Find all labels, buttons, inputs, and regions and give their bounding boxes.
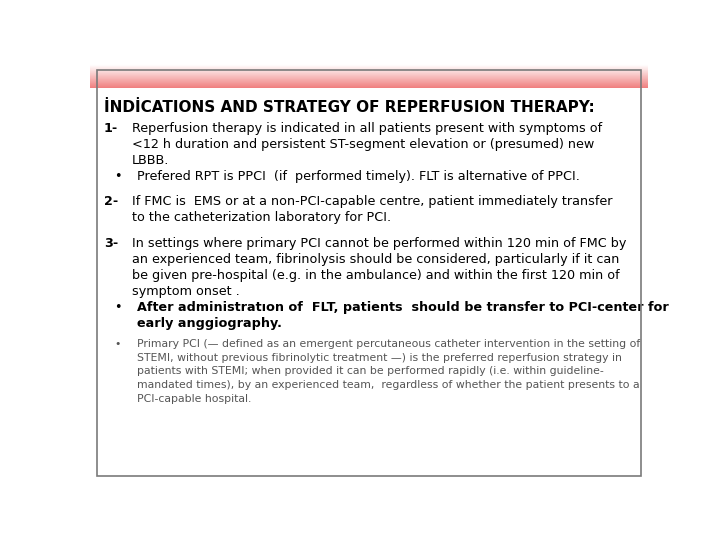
Bar: [90, 83, 648, 84]
Bar: [90, 84, 648, 85]
Text: to the catheterization laboratory for PCI.: to the catheterization laboratory for PC…: [132, 211, 391, 224]
Text: symptom onset .: symptom onset .: [132, 285, 240, 298]
Bar: [90, 82, 648, 83]
Bar: [90, 84, 648, 85]
Bar: [90, 85, 648, 86]
Bar: [90, 86, 648, 87]
Bar: [90, 70, 648, 71]
Bar: [90, 79, 648, 80]
Bar: [90, 79, 648, 80]
Bar: [90, 83, 648, 84]
Bar: [90, 67, 648, 68]
Bar: [90, 66, 648, 68]
Bar: [90, 81, 648, 82]
Text: If FMC is  EMS or at a non-PCI-capable centre, patient immediately transfer: If FMC is EMS or at a non-PCI-capable ce…: [132, 195, 612, 208]
Bar: [90, 80, 648, 81]
Bar: [90, 72, 648, 73]
Bar: [90, 72, 648, 73]
Bar: [90, 80, 648, 81]
Bar: [90, 68, 648, 69]
Bar: [90, 71, 648, 72]
Bar: [90, 75, 648, 76]
Text: •: •: [114, 170, 122, 183]
Text: an experienced team, fibrinolysis should be considered, particularly if it can: an experienced team, fibrinolysis should…: [132, 253, 619, 266]
Bar: [90, 78, 648, 79]
Bar: [90, 66, 648, 67]
Bar: [90, 82, 648, 83]
Text: 3-: 3-: [104, 237, 118, 249]
Text: LBBB.: LBBB.: [132, 154, 169, 167]
Bar: [90, 66, 648, 67]
Bar: [90, 76, 648, 77]
Text: •: •: [114, 339, 120, 349]
Bar: [90, 74, 648, 75]
Bar: [90, 69, 648, 70]
Bar: [90, 78, 648, 79]
Text: 1-: 1-: [104, 122, 118, 135]
Text: patients with STEMI; when provided it can be performed rapidly (i.e. within guid: patients with STEMI; when provided it ca…: [138, 367, 604, 376]
Bar: [90, 76, 648, 77]
Text: Reperfusion therapy is indicated in all patients present with symptoms of: Reperfusion therapy is indicated in all …: [132, 122, 602, 135]
Text: be given pre-hospital (e.g. in the ambulance) and within the first 120 min of: be given pre-hospital (e.g. in the ambul…: [132, 268, 619, 281]
Bar: [90, 69, 648, 70]
Bar: [90, 73, 648, 74]
Text: mandated times), by an experienced team,  regardless of whether the patient pres: mandated times), by an experienced team,…: [138, 380, 640, 390]
Bar: [90, 65, 648, 66]
Text: STEMI, without previous fibrinolytic treatment —) is the preferred reperfusion s: STEMI, without previous fibrinolytic tre…: [138, 353, 622, 363]
Bar: [90, 79, 648, 80]
Text: İNDİCATIONS AND STRATEGY OF REPERFUSION THERAPY:: İNDİCATIONS AND STRATEGY OF REPERFUSION …: [104, 100, 595, 115]
Bar: [90, 76, 648, 77]
Bar: [90, 68, 648, 69]
Bar: [90, 85, 648, 86]
Bar: [90, 82, 648, 83]
Text: In settings where primary PCI cannot be performed within 120 min of FMC by: In settings where primary PCI cannot be …: [132, 237, 626, 249]
Bar: [90, 83, 648, 84]
Text: •: •: [114, 301, 122, 314]
Bar: [90, 85, 648, 86]
Text: Prefered RPT is PPCI  (if  performed timely). FLT is alternative of PPCI.: Prefered RPT is PPCI (if performed timel…: [138, 170, 580, 183]
Bar: [90, 86, 648, 87]
Bar: [90, 75, 648, 76]
Bar: [90, 71, 648, 72]
Bar: [90, 76, 648, 77]
Bar: [90, 77, 648, 78]
Bar: [90, 75, 648, 76]
Bar: [90, 79, 648, 80]
Bar: [90, 73, 648, 74]
Bar: [90, 78, 648, 79]
Text: early anggiography.: early anggiography.: [138, 316, 282, 329]
Bar: [90, 70, 648, 71]
Bar: [90, 80, 648, 81]
Bar: [90, 81, 648, 82]
Bar: [90, 73, 648, 74]
Text: After administratıon of  FLT, patients  should be transfer to PCI-center for: After administratıon of FLT, patients sh…: [138, 301, 669, 314]
Bar: [90, 74, 648, 75]
Bar: [90, 84, 648, 85]
Text: Primary PCI (— defined as an emergent percutaneous catheter intervention in the : Primary PCI (— defined as an emergent pe…: [138, 339, 641, 349]
Bar: [90, 86, 648, 87]
Text: <12 h duration and persistent ST-segment elevation or (presumed) new: <12 h duration and persistent ST-segment…: [132, 138, 594, 151]
Bar: [90, 71, 648, 72]
Bar: [90, 66, 648, 67]
Bar: [90, 70, 648, 71]
Bar: [90, 64, 648, 65]
Text: 2-: 2-: [104, 195, 118, 208]
Bar: [90, 65, 648, 66]
Bar: [90, 77, 648, 78]
Bar: [90, 69, 648, 70]
Bar: [90, 68, 648, 69]
Bar: [90, 77, 648, 78]
Text: PCI-capable hospital.: PCI-capable hospital.: [138, 394, 252, 404]
Bar: [90, 81, 648, 82]
Bar: [90, 74, 648, 75]
Bar: [90, 65, 648, 66]
Bar: [90, 72, 648, 73]
Bar: [90, 67, 648, 68]
